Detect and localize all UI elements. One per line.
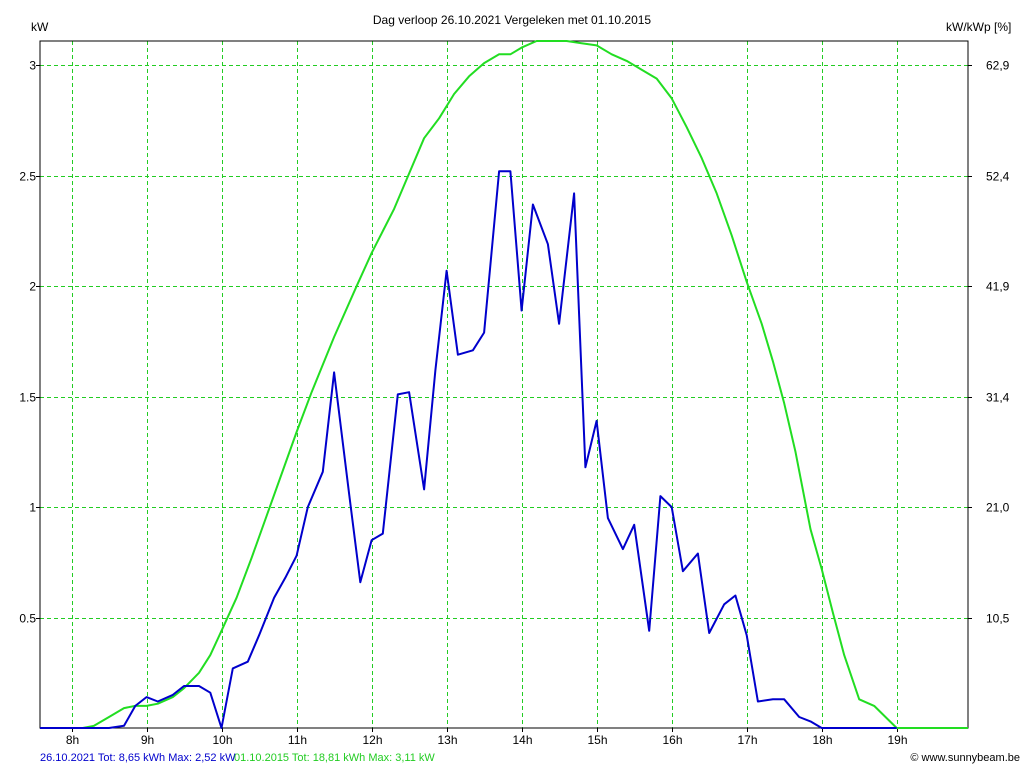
x-tick-label: 12h <box>362 733 382 747</box>
plot-frame <box>39 40 969 729</box>
y-right-tick-label: 10,5 <box>986 612 1010 626</box>
y-axis-right-ticks: 10,5 21,0 31,4 41,9 52,4 62,9 <box>968 59 1010 626</box>
series-lines <box>40 40 968 729</box>
credit-text: © www.sunnybeam.be <box>910 752 1020 764</box>
y-right-tick-label: 41,9 <box>986 280 1010 294</box>
series-line-26.10.2021 <box>40 170 897 729</box>
x-tick-label: 13h <box>437 733 457 747</box>
x-tick-label: 19h <box>887 733 907 747</box>
x-tick-label: 10h <box>212 733 232 747</box>
x-tick-label: 9h <box>141 733 154 747</box>
y-left-tick-label: 1 <box>29 501 36 515</box>
y-axis-left-label: kW <box>31 20 49 34</box>
y-right-tick-label: 52,4 <box>986 170 1010 184</box>
grid <box>40 41 968 728</box>
legend-series-2: 01.10.2015 Tot: 18,81 kWh Max: 3,11 kW <box>234 752 435 764</box>
y-left-tick-label: 2 <box>29 280 36 294</box>
y-left-tick-label: 2.5 <box>19 170 36 184</box>
x-axis-ticks: 8h 9h 10h 11h 12h 13h 14h 15h 16h 17h 18h 19h <box>66 728 908 747</box>
y-right-tick-label: 62,9 <box>986 59 1010 73</box>
series-line-01.10.2015 <box>40 40 968 729</box>
y-axis-left-ticks: 0.5 1 1.5 2 2.5 3 <box>19 59 40 626</box>
chart-title: Dag verloop 26.10.2021 Vergeleken met 01… <box>373 13 652 27</box>
y-axis-right-label: kW/kWp [%] <box>946 20 1011 34</box>
y-right-tick-label: 31,4 <box>986 391 1010 405</box>
y-left-tick-label: 1.5 <box>19 391 36 405</box>
x-tick-label: 18h <box>812 733 832 747</box>
legend-series-1: 26.10.2021 Tot: 8,65 kWh Max: 2,52 kW <box>40 752 236 764</box>
x-tick-label: 11h <box>288 733 307 747</box>
x-tick-label: 14h <box>512 733 532 747</box>
y-right-tick-label: 21,0 <box>986 501 1010 515</box>
x-tick-label: 15h <box>587 733 607 747</box>
x-tick-label: 8h <box>66 733 79 747</box>
x-tick-label: 17h <box>737 733 757 747</box>
y-left-tick-label: 3 <box>29 59 36 73</box>
y-left-tick-label: 0.5 <box>19 612 36 626</box>
x-tick-label: 16h <box>662 733 682 747</box>
